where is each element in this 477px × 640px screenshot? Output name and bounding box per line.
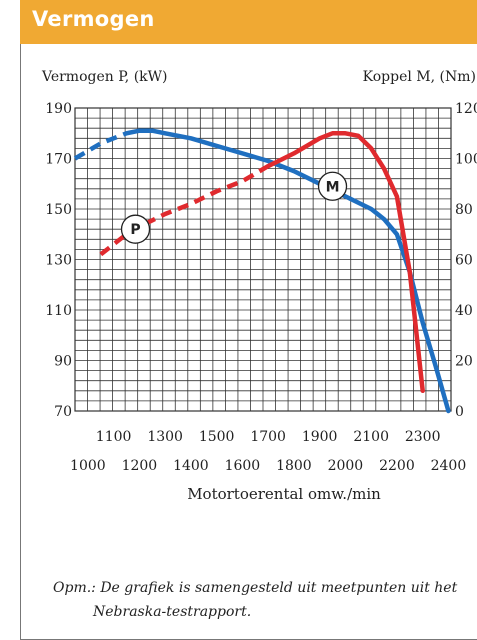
plot-border [74, 107, 452, 412]
left-tick-label: 110 [45, 303, 72, 319]
note-line-2: Nebraska-testrapport. [93, 604, 252, 620]
curve-P-dashed [99, 164, 270, 257]
x-tick-label-row2: 1400 [173, 458, 209, 474]
curve-M-solid [124, 128, 451, 414]
left-tick-label: 90 [54, 354, 72, 370]
x-tick-label-row2: 1000 [70, 458, 106, 474]
power-torque-chart: Vermogen P, (kW) Koppel M, (Nm) 70 90 110 1… [41, 69, 477, 503]
x-tick-label-row1: 1300 [147, 429, 183, 445]
right-tick-label: 0 [455, 404, 464, 420]
x-axis-label: Motortoerental omw./min [187, 485, 381, 503]
note-line-1: Opm.: De grafiek is samengesteld uit mee… [53, 580, 458, 596]
curve-M-dashed [73, 131, 128, 161]
left-tick-label: 130 [45, 253, 72, 269]
left-tick-label: 70 [54, 404, 72, 420]
tick-labels: 7090110130150170190020406080100120110013… [45, 101, 477, 474]
right-tick-label: 100 [455, 152, 477, 168]
left-tick-label: 150 [45, 202, 72, 218]
x-tick-label-row2: 2400 [431, 458, 467, 474]
marker-P-circle [120, 214, 151, 244]
x-tick-label-row1: 1700 [250, 429, 286, 445]
x-tick-label-row1: 2300 [405, 429, 441, 445]
curves [73, 128, 451, 414]
x-tick-label-row2: 2200 [379, 458, 415, 474]
curve-markers: PM [120, 171, 348, 244]
x-tick-label-row1: 1900 [302, 429, 338, 445]
right-tick-label: 80 [455, 202, 473, 218]
x-tick-label-row2: 1800 [276, 458, 312, 474]
left-tick-label: 190 [45, 101, 72, 117]
marker-M-label: M [326, 179, 340, 195]
left-axis-label: Vermogen P, (kW) [41, 69, 168, 85]
x-tick-label-row2: 1600 [225, 458, 261, 474]
left-tick-label: 170 [45, 152, 72, 168]
curve-P-solid [265, 131, 425, 394]
x-tick-label-row1: 1100 [96, 429, 132, 445]
right-tick-label: 40 [455, 303, 473, 319]
right-tick-label: 120 [455, 101, 477, 117]
marker-P-label: P [130, 222, 140, 238]
right-axis-label: Koppel M, (Nm) [363, 69, 476, 85]
x-tick-label-row1: 1500 [199, 429, 235, 445]
x-tick-label-row2: 1200 [122, 458, 158, 474]
x-tick-label-row1: 2100 [353, 429, 389, 445]
right-tick-label: 20 [455, 354, 473, 370]
right-tick-label: 60 [455, 253, 473, 269]
header-title: Vermogen [32, 7, 155, 31]
header-bar [20, 0, 477, 44]
x-tick-label-row2: 2000 [328, 458, 364, 474]
marker-M-circle [317, 171, 348, 201]
chart-grid [74, 107, 452, 412]
